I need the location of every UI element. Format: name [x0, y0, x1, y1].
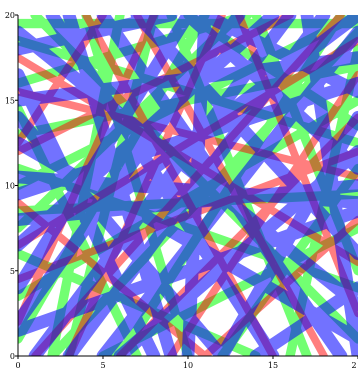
- y-tick-label-1: 5: [10, 267, 15, 276]
- series-2-segment-27: [18, 76, 358, 201]
- series-2-segment-22: [18, 15, 178, 56]
- x-tick-label-1: 5: [100, 361, 105, 370]
- series-2-segment-11: [18, 15, 246, 329]
- series-2-segment-14: [96, 15, 348, 356]
- series-2-segment-24: [18, 110, 229, 356]
- series-layer: [18, 15, 358, 356]
- series-2-segment-2: [18, 25, 358, 312]
- series-2-segment-20: [18, 204, 358, 337]
- y-tick-label-4: 20: [5, 11, 15, 20]
- y-tick-label-3: 15: [5, 96, 15, 105]
- x-tick-label-0: 0: [15, 361, 20, 370]
- x-tick-label-2: 10: [183, 361, 193, 370]
- x-tick-label-4: 2: [351, 361, 356, 370]
- series-2-segment-26: [181, 15, 358, 175]
- x-tick-label-3: 15: [268, 361, 278, 370]
- y-tick-label-2: 10: [5, 182, 15, 191]
- y-tick-label-0: 0: [10, 352, 15, 361]
- series-2-segment-25: [79, 15, 358, 226]
- series-2-segment-8: [130, 15, 358, 261]
- series-2-segment-21: [249, 281, 358, 356]
- series-2-segment-4: [18, 15, 195, 295]
- series-2-segment-19: [198, 15, 358, 99]
- series-2: [18, 15, 358, 356]
